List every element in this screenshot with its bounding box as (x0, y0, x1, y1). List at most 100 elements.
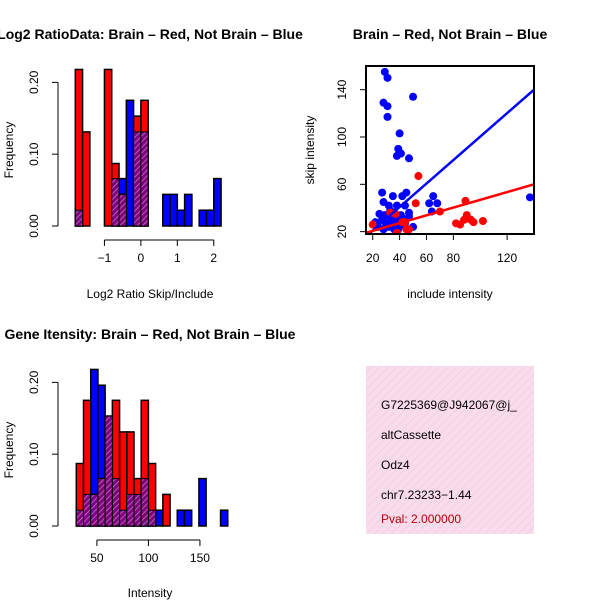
x-tick-label-2: 1 (174, 251, 181, 265)
scatter-clip-group (366, 67, 534, 234)
overlap-hatch-5 (133, 131, 142, 227)
y-tick-label-2: 0.20 (27, 370, 41, 394)
gene-name-text: Odz4 (381, 458, 410, 472)
brain-fit-line (366, 183, 534, 234)
scatter-x-tick-label-4: 120 (497, 251, 517, 265)
x-tick-label-0: 50 (90, 551, 104, 565)
intensity-scatter-plot (366, 67, 534, 234)
intensity-histogram-axes: 50 100 150 0.00 0.10 0.20 (27, 370, 210, 565)
not-brain-bar-8 (176, 209, 186, 227)
not-brain-bar-3 (125, 99, 135, 227)
overlap-hatch-8 (133, 493, 142, 527)
ratio-histogram-title: Log2 RatioData: Brain – Red, Not Brain –… (0, 26, 303, 42)
brain-point-14 (469, 218, 478, 227)
not-brain-bar-9 (183, 193, 193, 227)
brain-point-8 (414, 172, 423, 181)
intensity-scatter-axes: 20 40 60 80 120 20 60 100 140 (335, 65, 535, 265)
brain-bar-2 (103, 68, 113, 227)
ratio-histogram-xlabel: Log2 Ratio Skip/Include (87, 287, 214, 301)
not-brain-bar-6 (162, 193, 171, 227)
overlap-hatch-6 (140, 131, 149, 227)
not-brain-point-16 (433, 199, 442, 208)
not-brain-point-21 (425, 199, 434, 208)
not-brain-point-35 (405, 212, 414, 221)
overlap-hatch-7 (126, 493, 135, 527)
not-brain-point-5 (383, 112, 392, 121)
not-brain-point-6 (395, 129, 404, 138)
overlap-hatch-10 (147, 509, 157, 527)
event-id-text: G7225369@J942067@j_ (381, 398, 517, 412)
not-brain-point-14 (402, 188, 411, 197)
scatter-x-tick-label-2: 60 (420, 251, 434, 265)
scatter-y-tick-label-0: 20 (335, 225, 349, 239)
ratio-histogram-axes: −1 0 1 2 0.00 0.10 0.20 (27, 70, 217, 265)
overlap-hatch-4 (104, 415, 113, 527)
not-brain-bar-11 (154, 509, 164, 527)
intensity-histogram-panel: Gene Itensity: Brain – Red, Not Brain – … (2, 326, 296, 600)
not-brain-point-11 (378, 188, 387, 197)
ratio-histogram-panel: Log2 RatioData: Brain – Red, Not Brain –… (0, 26, 303, 301)
brain-point-9 (392, 228, 401, 234)
not-brain-bar-11 (205, 209, 215, 227)
not-brain-point-46 (525, 193, 534, 202)
brain-point-17 (478, 216, 487, 225)
event-type-text: altCassette (381, 428, 441, 442)
overlap-hatch-2 (90, 493, 99, 527)
y-tick-label-0: 0.00 (27, 514, 41, 538)
scatter-y-tick-label-2: 100 (335, 127, 349, 147)
intensity-histogram-title: Gene Itensity: Brain – Red, Not Brain – … (5, 326, 296, 342)
intensity-scatter-panel: Brain – Red, Not Brain – Blue 20 40 60 80 12… (303, 26, 547, 301)
x-tick-label-3: 2 (210, 251, 217, 265)
not-brain-bar-13 (183, 509, 193, 527)
scatter-x-tick-label-0: 20 (366, 251, 380, 265)
location-text: chr7.23233−1.44 (381, 488, 472, 502)
not-brain-point-12 (388, 192, 397, 201)
not-brain-point-1 (383, 73, 392, 82)
not-brain-bar-12 (176, 509, 186, 527)
y-tick-label-1: 0.10 (27, 142, 41, 166)
not-brain-point-2 (409, 92, 418, 101)
x-tick-label-1: 100 (138, 551, 158, 565)
overlap-hatch-0 (74, 209, 84, 227)
scatter-x-tick-label-1: 40 (393, 251, 407, 265)
overlap-hatch-6 (119, 509, 128, 527)
overlap-hatch-5 (111, 478, 121, 527)
brain-bar-11 (162, 493, 171, 527)
y-tick-label-0: 0.00 (27, 214, 41, 238)
info-box-hatch (366, 366, 534, 534)
intensity-scatter-xlabel: include intensity (407, 287, 492, 301)
overlap-hatch-0 (75, 509, 85, 527)
x-tick-label-0: −1 (98, 251, 112, 265)
not-brain-point-9 (396, 149, 405, 158)
brain-point-0 (368, 220, 377, 229)
ratio-histogram-ylabel: Frequency (2, 122, 16, 179)
x-tick-label-2: 150 (190, 551, 210, 565)
event-info-panel: G7225369@J942067@j_ altCassette Odz4 chr… (366, 366, 534, 534)
overlap-hatch-4 (118, 193, 127, 227)
brain-point-7 (411, 199, 420, 208)
pval-text: Pval: 2.000000 (381, 512, 461, 526)
not-brain-point-15 (429, 192, 438, 201)
not-brain-bar-15 (219, 509, 229, 527)
not-brain-bar-12 (213, 177, 222, 227)
brain-bar-0 (74, 68, 84, 227)
overlap-hatch-9 (140, 478, 149, 527)
brain-point-6 (405, 225, 414, 234)
scatter-y-tick-label-3: 140 (335, 79, 349, 99)
intensity-histogram-bars (75, 368, 229, 527)
ratio-histogram-bars (74, 68, 222, 227)
scatter-frame (365, 65, 535, 235)
intensity-scatter-ylabel: skip intensity (303, 116, 317, 185)
not-brain-bar-10 (198, 209, 208, 227)
not-brain-bar-7 (169, 193, 179, 227)
scatter-x-tick-label-3: 80 (447, 251, 461, 265)
scatter-y-tick-label-1: 60 (335, 177, 349, 191)
intensity-histogram-ylabel: Frequency (2, 422, 16, 479)
brain-point-13 (462, 211, 471, 220)
y-tick-label-2: 0.20 (27, 70, 41, 94)
not-brain-fit-line (366, 88, 534, 234)
not-brain-bar-14 (198, 477, 207, 527)
x-tick-label-1: 0 (138, 251, 145, 265)
intensity-scatter-title: Brain – Red, Not Brain – Blue (353, 26, 548, 42)
